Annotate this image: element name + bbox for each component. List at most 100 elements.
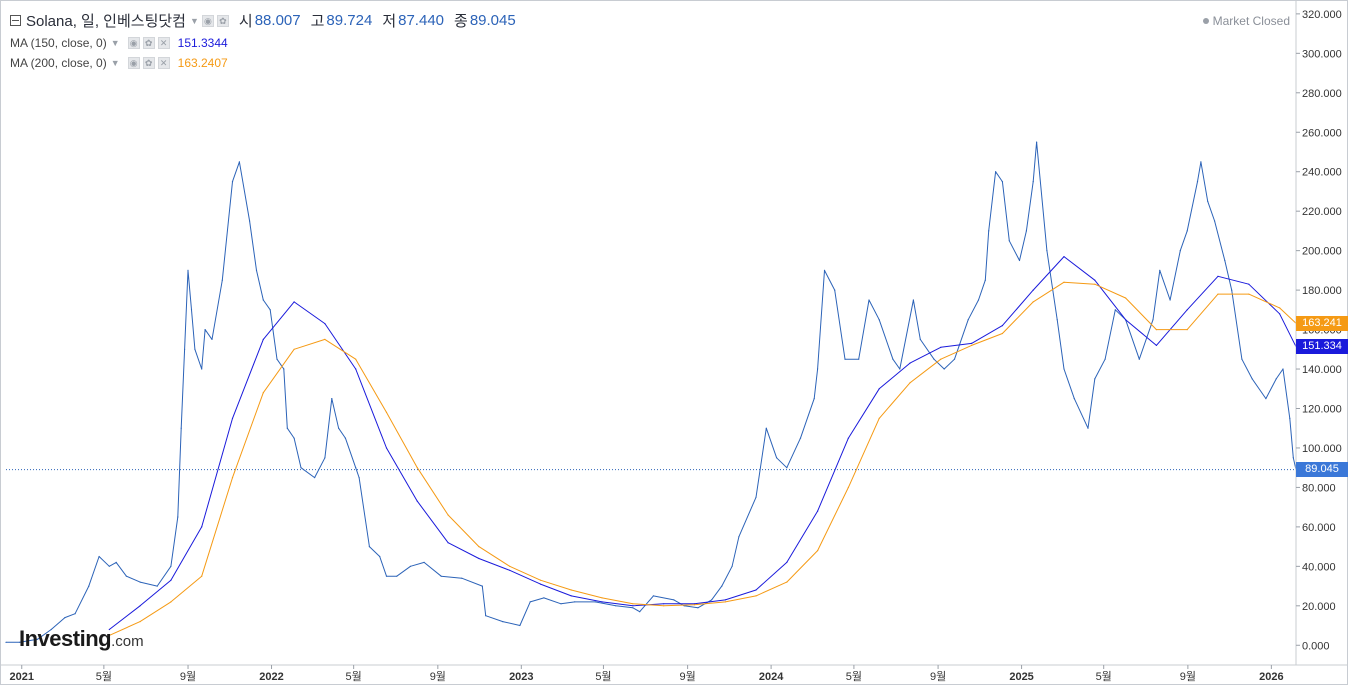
price-line-point	[170, 565, 172, 567]
logo-brand: Investing	[19, 626, 112, 651]
ma200-line	[109, 281, 1297, 636]
ma150-line-point	[693, 603, 696, 605]
ma200-line-point	[1279, 307, 1281, 309]
high-label: 고	[310, 13, 325, 30]
price-line-point	[180, 427, 182, 429]
x-tick-label: 2023	[509, 671, 533, 683]
price-line-point	[1241, 358, 1243, 360]
price-line-point	[74, 613, 76, 615]
price-line-point	[461, 577, 463, 579]
price-line-point	[204, 329, 206, 331]
ma150-line-point	[1032, 289, 1034, 291]
chevron-down-icon[interactable]: ▼	[110, 58, 120, 68]
price-line-point	[988, 230, 990, 232]
price-line-point	[868, 299, 870, 301]
close-icon[interactable]: ✕	[157, 57, 170, 69]
price-line-point	[1073, 398, 1075, 400]
close-icon[interactable]: ✕	[157, 37, 170, 49]
ma150-line-point	[509, 569, 511, 571]
close-value: 89.045	[469, 12, 516, 29]
ma200-line-point	[786, 581, 788, 583]
price-line-point	[396, 575, 398, 577]
ma200-line-point	[355, 358, 357, 360]
last-price-tag: 89.045	[1296, 462, 1348, 478]
price-line-point	[98, 555, 100, 558]
price-line-point	[543, 597, 545, 599]
ma200-line-point	[1032, 301, 1034, 303]
price-line-point	[238, 161, 240, 163]
ma200-line-point	[539, 579, 542, 581]
price-line-point	[255, 269, 258, 271]
collapse-icon[interactable]	[10, 15, 21, 26]
price-line-point	[1159, 269, 1161, 271]
chevron-down-icon[interactable]: ▼	[110, 38, 120, 48]
price-line-point	[139, 581, 141, 583]
ma200-line-point	[570, 589, 572, 591]
gear-icon[interactable]: ✿	[216, 14, 229, 27]
y-tick-label: 100.000	[1302, 443, 1342, 455]
chevron-down-icon[interactable]: ▼	[189, 15, 199, 26]
price-line-point	[355, 467, 357, 469]
ma150-line-point	[971, 342, 973, 344]
ma150-line-point	[1001, 325, 1004, 327]
y-tick-label: 120.000	[1302, 403, 1342, 415]
y-tick-label: 0.000	[1302, 640, 1330, 652]
ma200-line-point	[971, 344, 973, 346]
y-tick-label: 200.000	[1302, 246, 1342, 258]
ma200-line-point	[909, 382, 911, 384]
price-line-point	[652, 595, 655, 597]
x-tick-label: 2021	[9, 671, 33, 683]
price-line-point	[221, 279, 223, 281]
price-line-point	[187, 269, 189, 271]
price-line-point	[300, 467, 302, 469]
price-line-point	[1104, 358, 1106, 360]
price-line-point	[1063, 368, 1065, 370]
price-line-point	[1265, 398, 1267, 400]
price-line-point	[269, 309, 271, 311]
ma150-line-point	[262, 338, 264, 340]
price-line-point	[201, 368, 203, 370]
ma150-line-point	[1248, 283, 1250, 285]
investing-logo: Investing.com	[19, 626, 144, 652]
price-line-point	[1207, 200, 1209, 202]
price-line-point	[799, 437, 802, 439]
price-line-point	[423, 561, 425, 564]
ma150-line-point	[1125, 319, 1127, 321]
y-tick-label: 260.000	[1302, 127, 1342, 139]
price-line-point	[697, 607, 699, 609]
price-line-point	[358, 477, 360, 479]
price-line-point	[368, 546, 370, 548]
ma200-value: 163.2407	[177, 56, 228, 70]
ma200-line-point	[663, 605, 665, 607]
eye-icon[interactable]: ◉	[127, 37, 140, 49]
ma150-line-point	[139, 605, 141, 607]
gear-icon[interactable]: ✿	[142, 37, 155, 49]
price-line-point	[834, 289, 836, 291]
x-tick-label: 5월	[346, 670, 362, 683]
ma200-line-point	[231, 477, 234, 479]
low-label: 저	[382, 13, 397, 30]
x-tick-label: 5월	[96, 670, 112, 683]
ma150-label: MA (150, close, 0)	[10, 36, 107, 50]
eye-icon[interactable]: ◉	[201, 14, 214, 27]
x-tick-label: 9월	[930, 670, 946, 683]
price-line-point	[786, 467, 788, 469]
price-line-point	[1214, 220, 1216, 222]
high-value: 89.724	[326, 12, 373, 29]
ma200-line-point	[1155, 329, 1157, 331]
ma150-line-point	[478, 557, 480, 560]
y-tick-label: 60.000	[1302, 522, 1336, 534]
eye-icon[interactable]: ◉	[127, 57, 140, 69]
gear-icon[interactable]: ✿	[142, 57, 155, 69]
price-line-point	[519, 624, 521, 627]
ma200-line-point	[632, 603, 634, 605]
ma150-legend: MA (150, close, 0) ▼ ◉ ✿ ✕ 151.3344	[10, 36, 228, 50]
close-label: 종	[454, 13, 468, 30]
open-label: 시	[238, 13, 253, 30]
x-tick-label: 9월	[1180, 670, 1196, 683]
price-line-point	[1032, 181, 1034, 183]
price-line-point	[967, 319, 969, 321]
price-line-point	[560, 603, 562, 605]
ma200-line-point	[878, 417, 880, 419]
